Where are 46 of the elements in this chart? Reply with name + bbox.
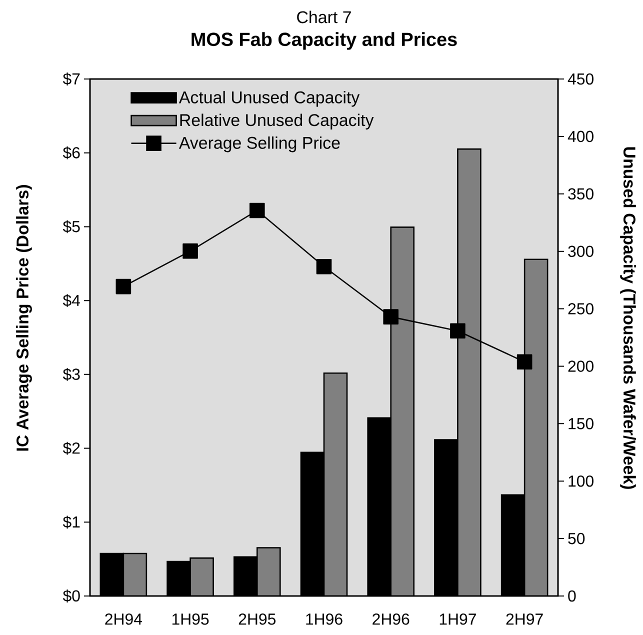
y2-tick-label: 400 [568,130,594,142]
y-tick-label: $7 [62,72,80,86]
y2-tick-label: 350 [568,188,594,200]
y2-tick-label: 300 [568,246,594,257]
bar [524,258,548,596]
point [116,278,132,294]
y2-tick-label: 50 [568,532,585,544]
point [316,258,332,274]
bar [257,548,280,596]
bar [123,553,146,596]
x-tick-label: 1H96 [306,614,342,625]
x-tick-label: 2H96 [372,614,410,625]
y-tick-label: $6 [62,146,80,160]
y-tick-label: $2 [62,442,80,455]
bar [390,227,414,596]
y2-tick-label: 0 [568,590,576,602]
y-tick-label: $3 [62,368,80,381]
point [249,202,265,218]
x-tick-label: 2H94 [105,614,142,625]
point [182,243,198,259]
bar [190,558,214,596]
y2-tick-label: 250 [568,303,594,314]
y-axis-title: IC Average Selling Price (Dollars) [16,185,32,451]
legend-label: Average Selling Price [178,136,340,152]
y-tick-label: $0 [62,590,80,602]
y2-tick-label: 100 [568,475,594,487]
y2-axis-title: Unused Capacity (Thousands Wafer/Week) [620,147,636,489]
chart-title: MOS Fab Capacity and Prices [192,32,457,50]
chart-subtitle: Chart 7 [297,10,351,24]
x-tick-label: 1H95 [172,614,209,625]
bar [458,149,481,596]
x-tick-label: 2H97 [506,614,543,625]
y-tick-label: $4 [62,294,80,308]
y-tick-label: $1 [62,516,80,529]
point [383,309,399,324]
legend-label: Relative Unused Capacity [180,114,374,130]
point [516,354,532,370]
y2-tick-label: 450 [568,73,594,85]
x-tick-label: 2H95 [238,614,276,625]
legend-label: Actual Unused Capacity [178,90,360,107]
point [450,323,466,338]
bar [324,373,347,596]
y2-tick-label: 200 [568,360,594,372]
x-tick-label: 1H97 [440,614,476,625]
y2-tick-label: 150 [568,418,594,430]
y-tick-label: $5 [62,220,80,234]
